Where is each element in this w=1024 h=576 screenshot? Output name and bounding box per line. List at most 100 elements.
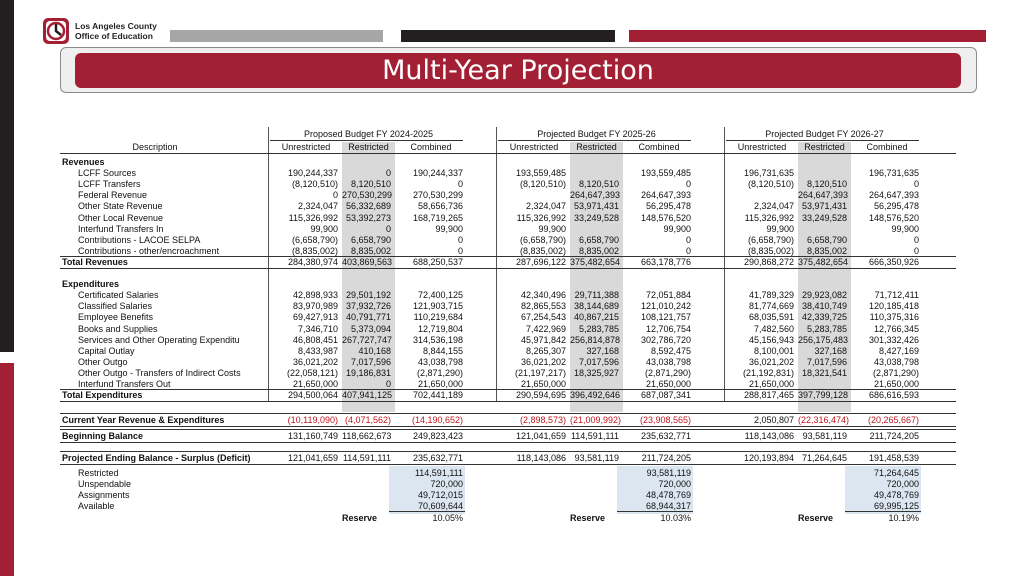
fy-group-header: Projected Budget FY 2025-26 <box>537 129 656 139</box>
table-cell: 82,865,553 <box>520 301 566 312</box>
table-cell: 294,500,064 <box>287 390 338 401</box>
ending-balance-row-rule-bottom <box>60 464 956 465</box>
current-year-row-label: Current Year Revenue & Expenditures <box>62 415 225 425</box>
row-label: Employee Benefits <box>78 312 154 323</box>
table-cell: 284,380,974 <box>287 256 338 267</box>
left-accent-bar-red <box>0 363 14 576</box>
table-cell: 148,576,520 <box>868 212 919 223</box>
table-cell: 42,339,725 <box>801 312 847 323</box>
table-cell: 8,844,155 <box>422 345 463 356</box>
table-cell: 40,791,771 <box>345 312 391 323</box>
table-cell: 6,658,790 <box>350 234 391 245</box>
table-cell: 0 <box>913 179 919 190</box>
table-cell: 8,120,510 <box>578 179 619 190</box>
table-cell: 12,719,804 <box>417 323 463 334</box>
table-cell: 8,835,002 <box>578 245 619 256</box>
table-cell: 99,900 <box>538 223 566 234</box>
table-cell: 7,422,969 <box>525 323 566 334</box>
table-cell: 72,400,125 <box>417 290 463 301</box>
table-cell: 0 <box>332 190 338 201</box>
restricted-column-shade <box>570 142 623 412</box>
table-cell: 83,970,989 <box>292 301 338 312</box>
component-value: 720,000 <box>430 479 463 489</box>
column-header: Combined <box>866 142 908 152</box>
header-stripe-black <box>401 30 615 42</box>
table-cell: 0 <box>385 168 391 179</box>
reserve-label: Reserve <box>342 513 378 523</box>
current-year-row-cell: (14,190,652) <box>411 415 463 425</box>
table-cell: 256,175,483 <box>798 334 849 345</box>
table-cell: 6,658,790 <box>806 234 847 245</box>
table-cell: 686,616,593 <box>868 390 919 401</box>
slide-title: Multi-Year Projection <box>382 55 654 86</box>
description-header: Description <box>132 142 178 152</box>
current-year-row-cell: (20,265,667) <box>867 415 919 425</box>
table-cell: 53,971,431 <box>573 201 619 212</box>
table-cell: 99,900 <box>663 223 691 234</box>
ending-balance-components-shade <box>389 466 465 514</box>
table-cell: 108,121,757 <box>640 312 691 323</box>
row-label: Total Expenditures <box>62 390 143 401</box>
table-cell: 7,017,596 <box>806 356 847 367</box>
table-cell: (22,058,121) <box>286 367 338 378</box>
table-cell: 397,799,128 <box>798 390 849 401</box>
row-label: Other Outgo <box>78 356 128 367</box>
table-cell: 38,410,749 <box>801 301 847 312</box>
table-cell: 7,346,710 <box>297 323 338 334</box>
table-cell: 8,120,510 <box>350 179 391 190</box>
table-cell: 58,656,736 <box>417 201 463 212</box>
table-cell: 688,250,537 <box>412 256 463 267</box>
component-value: 70,609,644 <box>417 501 463 511</box>
component-value: 720,000 <box>658 479 691 489</box>
table-cell: 8,427,169 <box>878 345 919 356</box>
beginning-balance-row-cell: 93,581,119 <box>802 431 847 441</box>
beginning-balance-row-cell: 235,632,771 <box>640 431 691 441</box>
ending-balance-row-cell: 93,581,119 <box>574 453 619 463</box>
table-cell: 196,731,635 <box>743 168 794 179</box>
table-cell: (6,658,790) <box>291 234 338 245</box>
lacoe-logo: Los Angeles County Office of Education <box>42 16 170 46</box>
row-label: Other Outgo - Transfers of Indirect Cost… <box>78 367 241 378</box>
reserve-label: Reserve <box>570 513 606 523</box>
beginning-balance-row-cell: 114,591,111 <box>570 431 619 441</box>
table-cell: 190,244,337 <box>412 168 463 179</box>
table-cell: 0 <box>457 245 463 256</box>
current-year-row-cell: (22,316,474) <box>798 415 850 425</box>
group-separator <box>496 127 497 402</box>
table-cell: 403,869,563 <box>342 256 393 267</box>
table-cell: 56,295,478 <box>645 201 691 212</box>
table-cell: 702,441,189 <box>412 390 463 401</box>
table-cell: 38,144,689 <box>573 301 619 312</box>
column-header: Unrestricted <box>737 142 787 152</box>
row-label: Books and Supplies <box>78 323 158 334</box>
table-cell: 99,900 <box>766 223 794 234</box>
table-cell: 327,168 <box>586 345 619 356</box>
table-cell: 2,324,047 <box>753 201 794 212</box>
table-cell: 110,375,316 <box>869 312 919 323</box>
table-cell: 8,100,001 <box>753 345 794 356</box>
left-accent-bar-dark <box>0 0 14 352</box>
ending-balance-row-cell: 211,724,205 <box>641 453 691 463</box>
table-cell: 121,010,242 <box>640 301 691 312</box>
table-cell: 5,373,094 <box>350 323 391 334</box>
beginning-balance-row-cell: 249,823,423 <box>412 431 463 441</box>
current-year-row-cell: (2,898,573) <box>519 415 566 425</box>
table-cell: 410,168 <box>358 345 391 356</box>
row-label: Other State Revenue <box>78 201 163 212</box>
component-label: Available <box>78 501 115 511</box>
table-cell: 33,249,528 <box>573 212 619 223</box>
current-year-row-cell: (4,071,562) <box>344 415 391 425</box>
ending-balance-row-rule-top <box>60 451 956 452</box>
restricted-column-shade <box>798 142 851 412</box>
table-cell: 193,559,485 <box>640 168 691 179</box>
table-cell: (8,835,002) <box>747 245 794 256</box>
beginning-balance-row-cell: 211,724,205 <box>869 431 919 441</box>
table-cell: 196,731,635 <box>868 168 919 179</box>
column-header: Unrestricted <box>509 142 559 152</box>
table-cell: 0 <box>913 234 919 245</box>
table-cell: 21,650,000 <box>873 379 919 389</box>
table-cell: 663,178,776 <box>640 256 691 267</box>
table-cell: 287,696,122 <box>515 256 566 267</box>
table-cell: (8,120,510) <box>747 179 794 190</box>
component-value: 93,581,119 <box>646 468 691 478</box>
